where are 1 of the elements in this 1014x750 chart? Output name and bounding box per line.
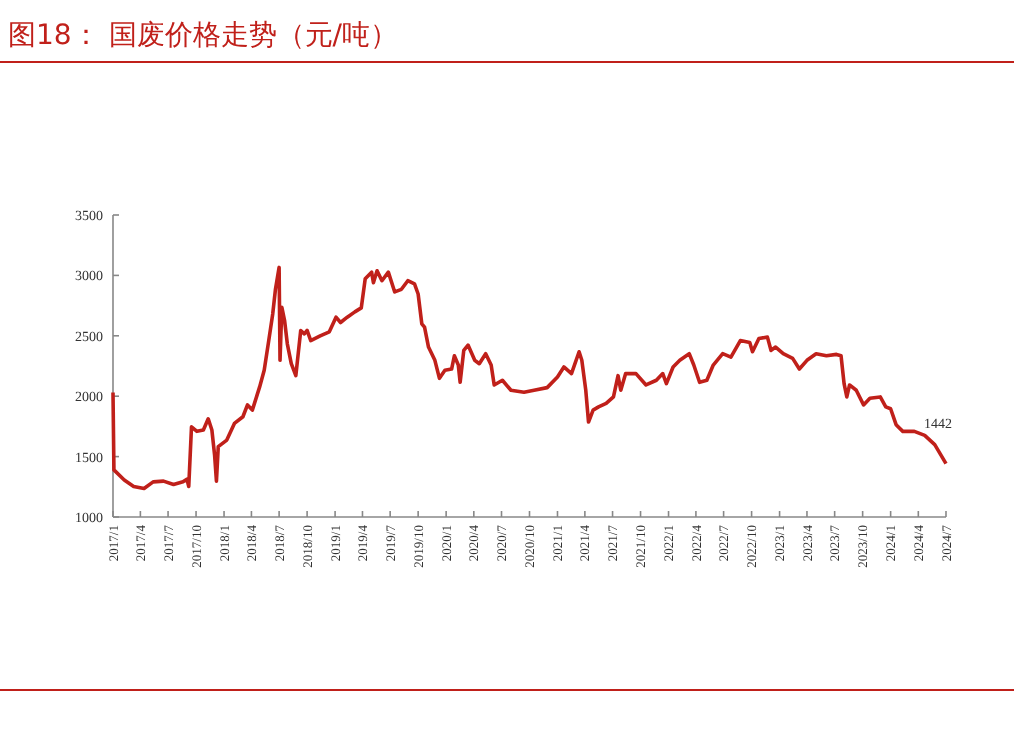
chart-title: 图18： 国废价格走势（元/吨） xyxy=(8,20,398,52)
